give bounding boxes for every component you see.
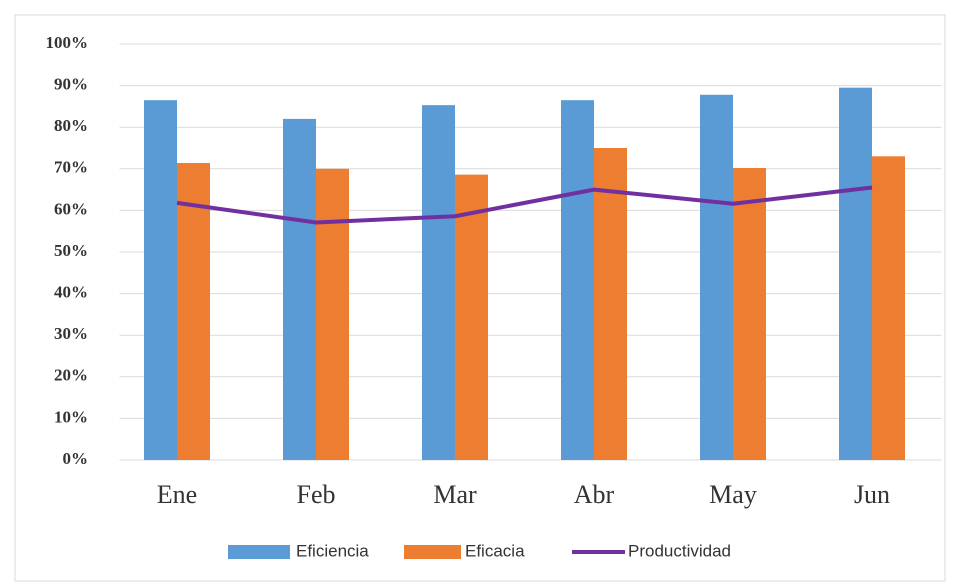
y-tick-label: 70% [54,158,88,177]
legend-label: Eficacia [465,541,525,560]
bar [839,87,872,461]
legend-swatch [228,545,290,559]
bar [872,156,905,460]
bar [455,174,488,460]
bar [700,94,733,460]
bar [733,167,766,460]
x-tick-label: May [709,480,757,509]
bar [283,118,316,460]
bar [144,100,177,460]
y-tick-label: 90% [54,75,88,94]
y-tick-label: 20% [54,366,88,385]
legend-label: Productividad [628,541,731,560]
x-tick-label: Feb [297,480,336,509]
x-tick-label: Ene [157,480,197,509]
bar [561,100,594,460]
legend-swatch [404,545,461,559]
y-tick-label: 10% [54,407,88,426]
y-tick-label: 80% [54,116,88,135]
line [176,185,873,225]
bar [316,168,349,461]
legend-label: Eficiencia [296,541,369,560]
bar [422,105,455,460]
y-tick-label: 30% [54,324,88,343]
y-tick-label: 60% [54,199,88,218]
y-tick-label: 50% [54,241,88,260]
y-tick-label: 40% [54,283,88,302]
x-tick-label: Mar [433,480,477,509]
bar [594,148,627,460]
bar [177,162,210,460]
x-tick-label: Abr [574,480,615,509]
x-tick-label: Jun [854,480,890,509]
y-tick-label: 100% [46,33,89,52]
y-tick-label: 0% [63,449,89,468]
